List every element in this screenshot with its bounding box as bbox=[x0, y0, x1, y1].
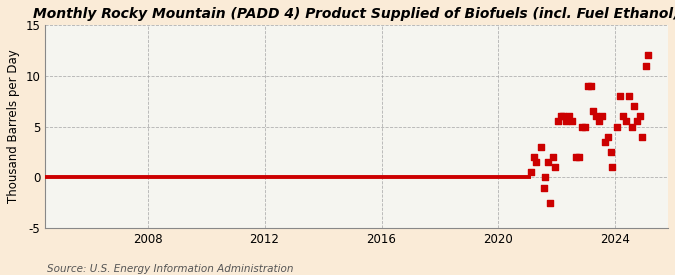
Point bbox=[597, 114, 608, 119]
Text: Source: U.S. Energy Information Administration: Source: U.S. Energy Information Administ… bbox=[47, 264, 294, 274]
Point bbox=[528, 155, 539, 159]
Point bbox=[553, 119, 564, 124]
Point bbox=[641, 63, 651, 68]
Point bbox=[563, 114, 574, 119]
Point bbox=[543, 160, 554, 164]
Title: Monthly Rocky Mountain (PADD 4) Product Supplied of Biofuels (incl. Fuel Ethanol: Monthly Rocky Mountain (PADD 4) Product … bbox=[33, 7, 675, 21]
Point bbox=[560, 119, 571, 124]
Point bbox=[539, 185, 549, 190]
Point bbox=[632, 119, 643, 124]
Point bbox=[620, 119, 631, 124]
Point bbox=[603, 134, 614, 139]
Point bbox=[544, 200, 555, 205]
Point bbox=[558, 114, 568, 119]
Point bbox=[547, 155, 558, 159]
Point bbox=[585, 84, 596, 88]
Point bbox=[556, 114, 567, 119]
Point bbox=[635, 114, 646, 119]
Point bbox=[618, 114, 628, 119]
Point bbox=[550, 165, 561, 169]
Point bbox=[535, 145, 546, 149]
Point bbox=[605, 150, 616, 154]
Point bbox=[623, 94, 634, 98]
Point bbox=[612, 124, 622, 129]
Point bbox=[525, 170, 536, 174]
Point bbox=[566, 119, 577, 124]
Point bbox=[607, 165, 618, 169]
Point bbox=[626, 124, 637, 129]
Point bbox=[591, 114, 602, 119]
Point bbox=[574, 155, 585, 159]
Point bbox=[540, 175, 551, 180]
Point bbox=[531, 160, 542, 164]
Y-axis label: Thousand Barrels per Day: Thousand Barrels per Day bbox=[7, 50, 20, 204]
Point bbox=[643, 53, 653, 57]
Point bbox=[594, 119, 605, 124]
Point bbox=[579, 124, 590, 129]
Point bbox=[600, 140, 611, 144]
Point bbox=[637, 134, 648, 139]
Point bbox=[570, 155, 581, 159]
Point bbox=[583, 84, 593, 88]
Point bbox=[614, 94, 625, 98]
Point bbox=[588, 109, 599, 114]
Point bbox=[576, 124, 587, 129]
Point bbox=[629, 104, 640, 108]
